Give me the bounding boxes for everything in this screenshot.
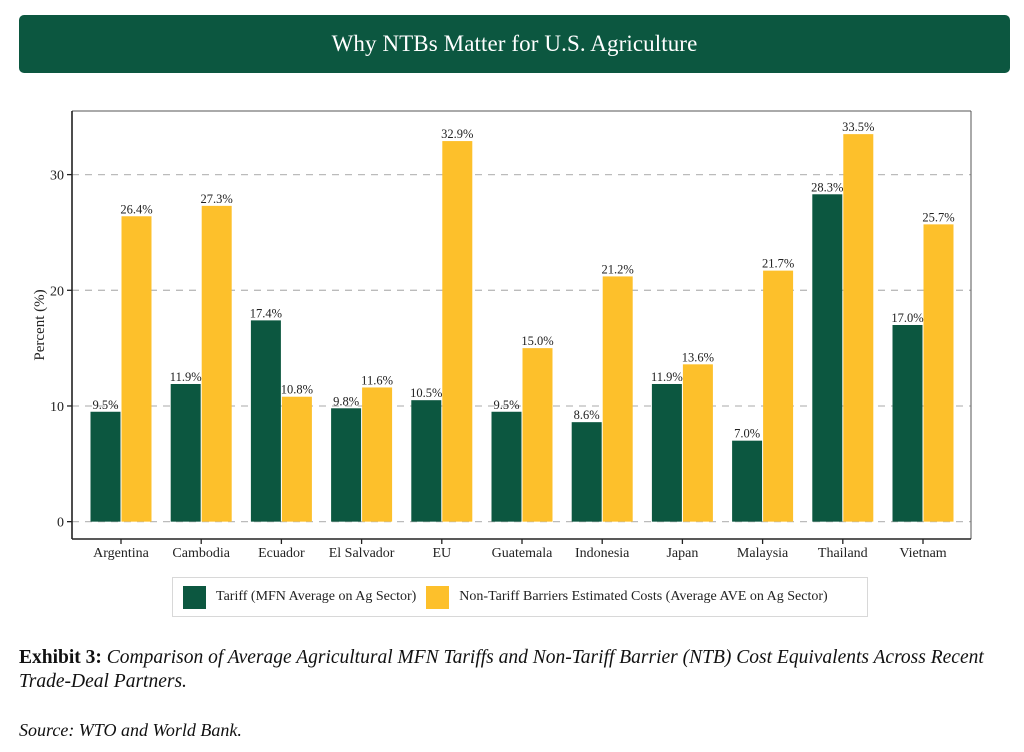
bar-ntb-el-salvador [362,387,393,522]
data-labels: 9.5% 11.9% 17.4% 9.8% 10.5% 9.5% 8.6% 11.9% 7.0%… [92,120,954,441]
x-tick-label: Guatemala [492,546,553,561]
y-tick-label: 20 [50,284,64,299]
bar-tariff-thailand [812,194,843,522]
data-label: 33.5% [842,120,874,134]
bar-ntb-cambodia [201,205,232,522]
data-label: 10.5% [410,386,442,400]
figure-caption: Exhibit 3: Comparison of Average Agricul… [19,646,1009,694]
bar-ntb-indonesia [602,276,633,522]
data-label: 25.7% [922,210,954,224]
x-tick-label: Argentina [93,546,150,561]
x-tick-label: Japan [666,546,698,561]
bar-tariff-japan [651,383,682,522]
bar-ntb-vietnam [923,224,954,522]
bar-ntb-japan [682,364,713,522]
data-label: 10.8% [281,383,313,397]
bar-tariff-cambodia [170,383,201,522]
data-label: 21.2% [602,262,634,276]
bar-ntb-argentina [121,216,152,522]
x-tick-label: Indonesia [575,546,630,561]
bar-ntb-ecuador [281,396,312,522]
bar-tariff-malaysia [732,440,763,522]
x-tick-label: EU [432,546,451,561]
bar-tariff-argentina [90,411,121,522]
chart-title-banner: Why NTBs Matter for U.S. Agriculture [19,15,1010,73]
legend-swatch-ntb [426,585,450,609]
legend-swatch-tariff [183,585,206,609]
legend-item-tariff: Tariff (MFN Average on Ag Sector) [183,585,417,609]
data-label: 9.8% [333,394,359,408]
axes: 0 10 20 30 Argentina Cambodia Ecuador El Salvad… [50,110,972,561]
bar-tariff-eu [411,400,442,522]
data-label: 7.0% [734,427,760,441]
data-label: 27.3% [201,192,233,206]
bars [90,134,954,522]
data-label: 15.0% [521,334,553,348]
y-axis-title: Percent (%) [32,289,48,360]
bar-ntb-malaysia [763,270,794,522]
data-label: 17.0% [891,311,923,325]
caption-lead: Exhibit 3: [19,647,102,668]
data-label: 32.9% [441,127,473,141]
chart-title: Why NTBs Matter for U.S. Agriculture [331,31,698,56]
bar-tariff-ecuador [250,320,281,522]
x-tick-label: Malaysia [737,546,789,561]
bar-tariff-el-salvador [331,408,362,522]
y-tick-label: 30 [50,169,64,184]
data-label: 26.4% [120,202,152,216]
x-tick-label: El Salvador [329,546,395,561]
data-label: 8.6% [574,408,600,422]
caption-text: Comparison of Average Agricultural MFN T… [19,647,984,692]
data-label: 21.7% [762,257,794,271]
bar-tariff-vietnam [892,325,923,522]
data-label: 9.5% [92,398,118,412]
x-tick-label: Vietnam [899,546,946,561]
source-note: Source: WTO and World Bank. [19,720,242,740]
legend-label-ntb: Non-Tariff Barriers Estimated Costs (Ave… [459,589,828,604]
legend: Tariff (MFN Average on Ag Sector) Non-Ta… [172,577,868,617]
data-label: 17.4% [250,306,282,320]
bar-ntb-thailand [843,134,874,522]
bar-tariff-indonesia [571,422,602,522]
x-tick-label: Cambodia [172,546,230,561]
x-tick-label: Thailand [818,546,868,561]
bar-tariff-guatemala [491,411,522,522]
y-tick-label: 10 [50,400,64,415]
y-tick-label: 0 [57,516,64,531]
data-label: 11.6% [361,373,393,387]
legend-label-tariff: Tariff (MFN Average on Ag Sector) [216,589,417,604]
bar-ntb-eu [442,141,473,522]
bar-ntb-guatemala [522,348,553,522]
data-label: 11.9% [651,370,683,384]
data-label: 13.6% [682,350,714,364]
data-label: 28.3% [811,180,843,194]
data-label: 9.5% [493,398,519,412]
x-tick-label: Ecuador [258,546,305,561]
legend-item-ntb: Non-Tariff Barriers Estimated Costs (Ave… [426,585,828,609]
data-label: 11.9% [170,370,202,384]
